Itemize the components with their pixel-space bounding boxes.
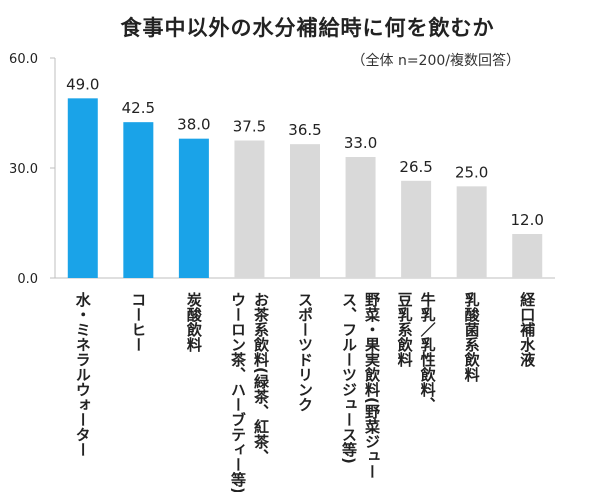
x-tick-label: 水・ミネラルウォーター [74,291,92,457]
x-tick-label: ウーロン茶、ハーブティー等) [229,292,247,492]
x-tick-label: コーヒー [129,292,147,352]
chart-title: 食事中以外の水分補給時に何を飲むか [120,16,495,40]
x-tick-label: 乳酸菌系飲料 [463,291,481,383]
bar [178,138,209,278]
bar [512,234,543,278]
x-tick-label: 豆乳系飲料 [396,292,414,368]
bar [234,140,265,278]
data-label: 26.5 [399,158,432,176]
x-tick-label: お茶系飲料(緑茶、紅茶、 [252,292,270,464]
y-tick-label: 0.0 [17,272,38,287]
x-tick-label: 炭酸飲料 [185,291,203,353]
data-label: 42.5 [122,99,155,117]
data-label: 12.0 [511,211,544,229]
y-tick-label: 30.0 [9,162,38,177]
data-label: 25.0 [455,163,488,181]
data-label: 36.5 [288,121,321,139]
bar [290,144,320,278]
x-tick-label: 牛乳／乳性飲料、 [419,291,437,412]
bar [345,157,376,278]
data-label: 37.5 [233,118,266,136]
data-label: 33.0 [344,134,377,152]
data-label: 49.0 [66,75,99,93]
bar [67,98,98,278]
x-tick-label: ス、フルーツジュース等) [340,292,358,464]
x-tick-label: 経口補水液 [518,291,536,368]
bar [123,122,154,279]
x-tick-label: 野菜・果実飲料(野菜ジュー [363,292,381,479]
chart-subtitle: （全体 n=200/複数回答） [351,53,521,69]
y-tick-label: 60.0 [9,52,38,67]
x-tick-label: スポーツドリンク [296,292,314,412]
data-label: 38.0 [177,116,210,134]
bar [456,186,487,278]
bar [401,180,432,278]
